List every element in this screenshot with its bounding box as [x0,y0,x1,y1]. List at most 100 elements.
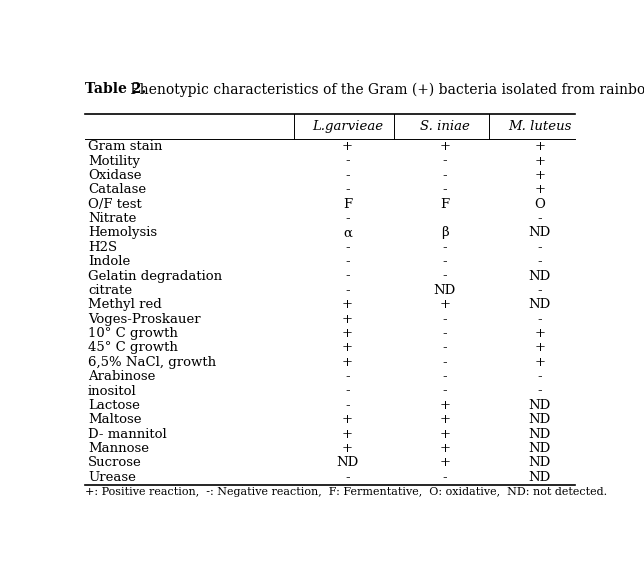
Text: -: - [345,370,350,383]
Text: +: + [534,327,545,340]
Text: -: - [345,385,350,398]
Text: +: + [439,298,450,311]
Text: 45° C growth: 45° C growth [88,341,178,354]
Text: ND: ND [433,284,456,297]
Text: Gelatin degradation: Gelatin degradation [88,270,222,282]
Text: -: - [442,356,447,369]
Text: F: F [343,198,352,211]
Text: ND: ND [529,298,551,311]
Text: +: + [534,341,545,354]
Text: +: + [342,140,353,153]
Text: +: + [534,356,545,369]
Text: -: - [345,399,350,412]
Text: +: + [439,399,450,412]
Text: F: F [440,198,450,211]
Text: +: + [342,298,353,311]
Text: +: + [342,312,353,325]
Text: +: + [534,183,545,197]
Text: Urease: Urease [88,471,136,484]
Text: -: - [442,312,447,325]
Text: +: + [534,169,545,182]
Text: Table 2.: Table 2. [86,82,147,96]
Text: -: - [442,255,447,268]
Text: -: - [442,154,447,168]
Text: H2S: H2S [88,241,117,254]
Text: -: - [537,284,542,297]
Text: +: + [342,428,353,441]
Text: inositol: inositol [88,385,137,398]
Text: -: - [442,385,447,398]
Text: Oxidase: Oxidase [88,169,142,182]
Text: -: - [537,312,542,325]
Text: L.garvieae: L.garvieae [312,120,383,133]
Text: Indole: Indole [88,255,130,268]
Text: ND: ND [529,471,551,484]
Text: Sucrose: Sucrose [88,457,142,470]
Text: -: - [537,370,542,383]
Text: Hemolysis: Hemolysis [88,227,157,239]
Text: ND: ND [336,457,359,470]
Text: Phenotypic characteristics of the Gram (+) bacteria isolated from rainbow trout.: Phenotypic characteristics of the Gram (… [126,82,644,97]
Text: +: + [342,442,353,455]
Text: ND: ND [529,270,551,282]
Text: -: - [345,270,350,282]
Text: -: - [345,183,350,197]
Text: ND: ND [529,428,551,441]
Text: -: - [537,255,542,268]
Text: +: Positive reaction,  -: Negative reaction,  F: Fermentative,  O: oxidative,  N: +: Positive reaction, -: Negative reacti… [86,487,608,496]
Text: 10° C growth: 10° C growth [88,327,178,340]
Text: ND: ND [529,399,551,412]
Text: -: - [345,241,350,254]
Text: Methyl red: Methyl red [88,298,162,311]
Text: +: + [439,414,450,427]
Text: O/F test: O/F test [88,198,142,211]
Text: -: - [442,169,447,182]
Text: 6,5% NaCl, growth: 6,5% NaCl, growth [88,356,216,369]
Text: β: β [441,227,449,239]
Text: D- mannitol: D- mannitol [88,428,167,441]
Text: Nitrate: Nitrate [88,212,137,225]
Text: -: - [442,327,447,340]
Text: +: + [342,414,353,427]
Text: -: - [442,183,447,197]
Text: -: - [442,370,447,383]
Text: +: + [439,140,450,153]
Text: -: - [345,154,350,168]
Text: -: - [345,169,350,182]
Text: Lactose: Lactose [88,399,140,412]
Text: -: - [537,241,542,254]
Text: -: - [537,385,542,398]
Text: α: α [343,227,352,239]
Text: -: - [345,255,350,268]
Text: +: + [534,154,545,168]
Text: S. iniae: S. iniae [420,120,469,133]
Text: +: + [439,442,450,455]
Text: citrate: citrate [88,284,132,297]
Text: +: + [342,327,353,340]
Text: -: - [442,241,447,254]
Text: Mannose: Mannose [88,442,149,455]
Text: +: + [342,341,353,354]
Text: Maltose: Maltose [88,414,142,427]
Text: M. luteus: M. luteus [508,120,571,133]
Text: Voges-Proskauer: Voges-Proskauer [88,312,201,325]
Text: ND: ND [529,457,551,470]
Text: +: + [439,457,450,470]
Text: Motility: Motility [88,154,140,168]
Text: Arabinose: Arabinose [88,370,155,383]
Text: ND: ND [529,442,551,455]
Text: ND: ND [529,414,551,427]
Text: -: - [345,284,350,297]
Text: +: + [439,428,450,441]
Text: -: - [345,212,350,225]
Text: -: - [442,471,447,484]
Text: O: O [535,198,545,211]
Text: -: - [442,270,447,282]
Text: +: + [534,140,545,153]
Text: -: - [537,212,542,225]
Text: Gram stain: Gram stain [88,140,162,153]
Text: -: - [442,341,447,354]
Text: Catalase: Catalase [88,183,146,197]
Text: +: + [342,356,353,369]
Text: ND: ND [529,227,551,239]
